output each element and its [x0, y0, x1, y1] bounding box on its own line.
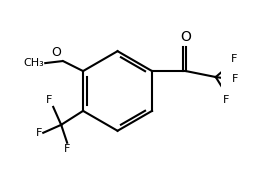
Text: F: F	[223, 95, 229, 105]
Text: F: F	[36, 128, 42, 138]
Text: F: F	[46, 95, 53, 105]
Text: O: O	[180, 30, 191, 44]
Text: F: F	[64, 144, 70, 154]
Text: CH₃: CH₃	[23, 58, 44, 68]
Text: F: F	[231, 54, 237, 64]
Text: O: O	[51, 46, 61, 59]
Text: F: F	[232, 74, 239, 84]
